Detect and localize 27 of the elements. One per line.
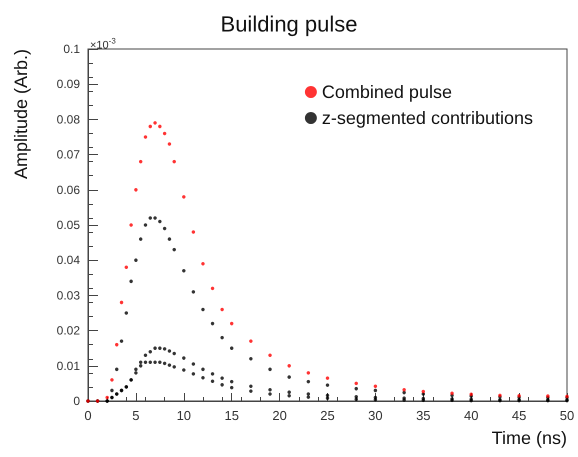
x-tick-label: 25 xyxy=(320,408,335,423)
y-tick-label: 0.05 xyxy=(56,218,80,232)
x-tick-label: 10 xyxy=(176,408,192,423)
y-tick-label: 0.08 xyxy=(56,112,80,126)
y-axis-title: Amplitude (Arb.) xyxy=(11,49,31,180)
y-tick-label: 0.09 xyxy=(56,77,80,92)
chart-title: Building pulse xyxy=(220,12,358,36)
y-tick-label: 0.03 xyxy=(56,288,80,302)
x-tick-label: 45 xyxy=(512,408,526,423)
y-tick-label: 0.04 xyxy=(56,253,80,268)
legend-label: z-segmented contributions xyxy=(322,108,534,128)
x-axis-title: Time (ns) xyxy=(492,428,567,448)
x-tick-label: 5 xyxy=(132,408,140,423)
x-tick-label: 35 xyxy=(416,408,431,423)
y-tick-label: 0.1 xyxy=(63,42,80,56)
x-tick-label: 15 xyxy=(224,408,239,423)
y-tick-label: 0.07 xyxy=(56,148,80,162)
y-tick-label: 0.02 xyxy=(56,324,80,338)
x-tick-label: 40 xyxy=(464,408,478,423)
x-tick-label: 20 xyxy=(272,408,287,423)
legend-label: Combined pulse xyxy=(322,82,452,102)
y-tick-label: 0 xyxy=(73,394,80,408)
x-tick-label: 0 xyxy=(84,408,92,423)
x-tick-label: 30 xyxy=(368,408,383,423)
y-tick-label: 0.06 xyxy=(56,182,80,197)
x-tick-label: 50 xyxy=(560,408,574,423)
y-tick-label: 0.01 xyxy=(56,358,80,373)
